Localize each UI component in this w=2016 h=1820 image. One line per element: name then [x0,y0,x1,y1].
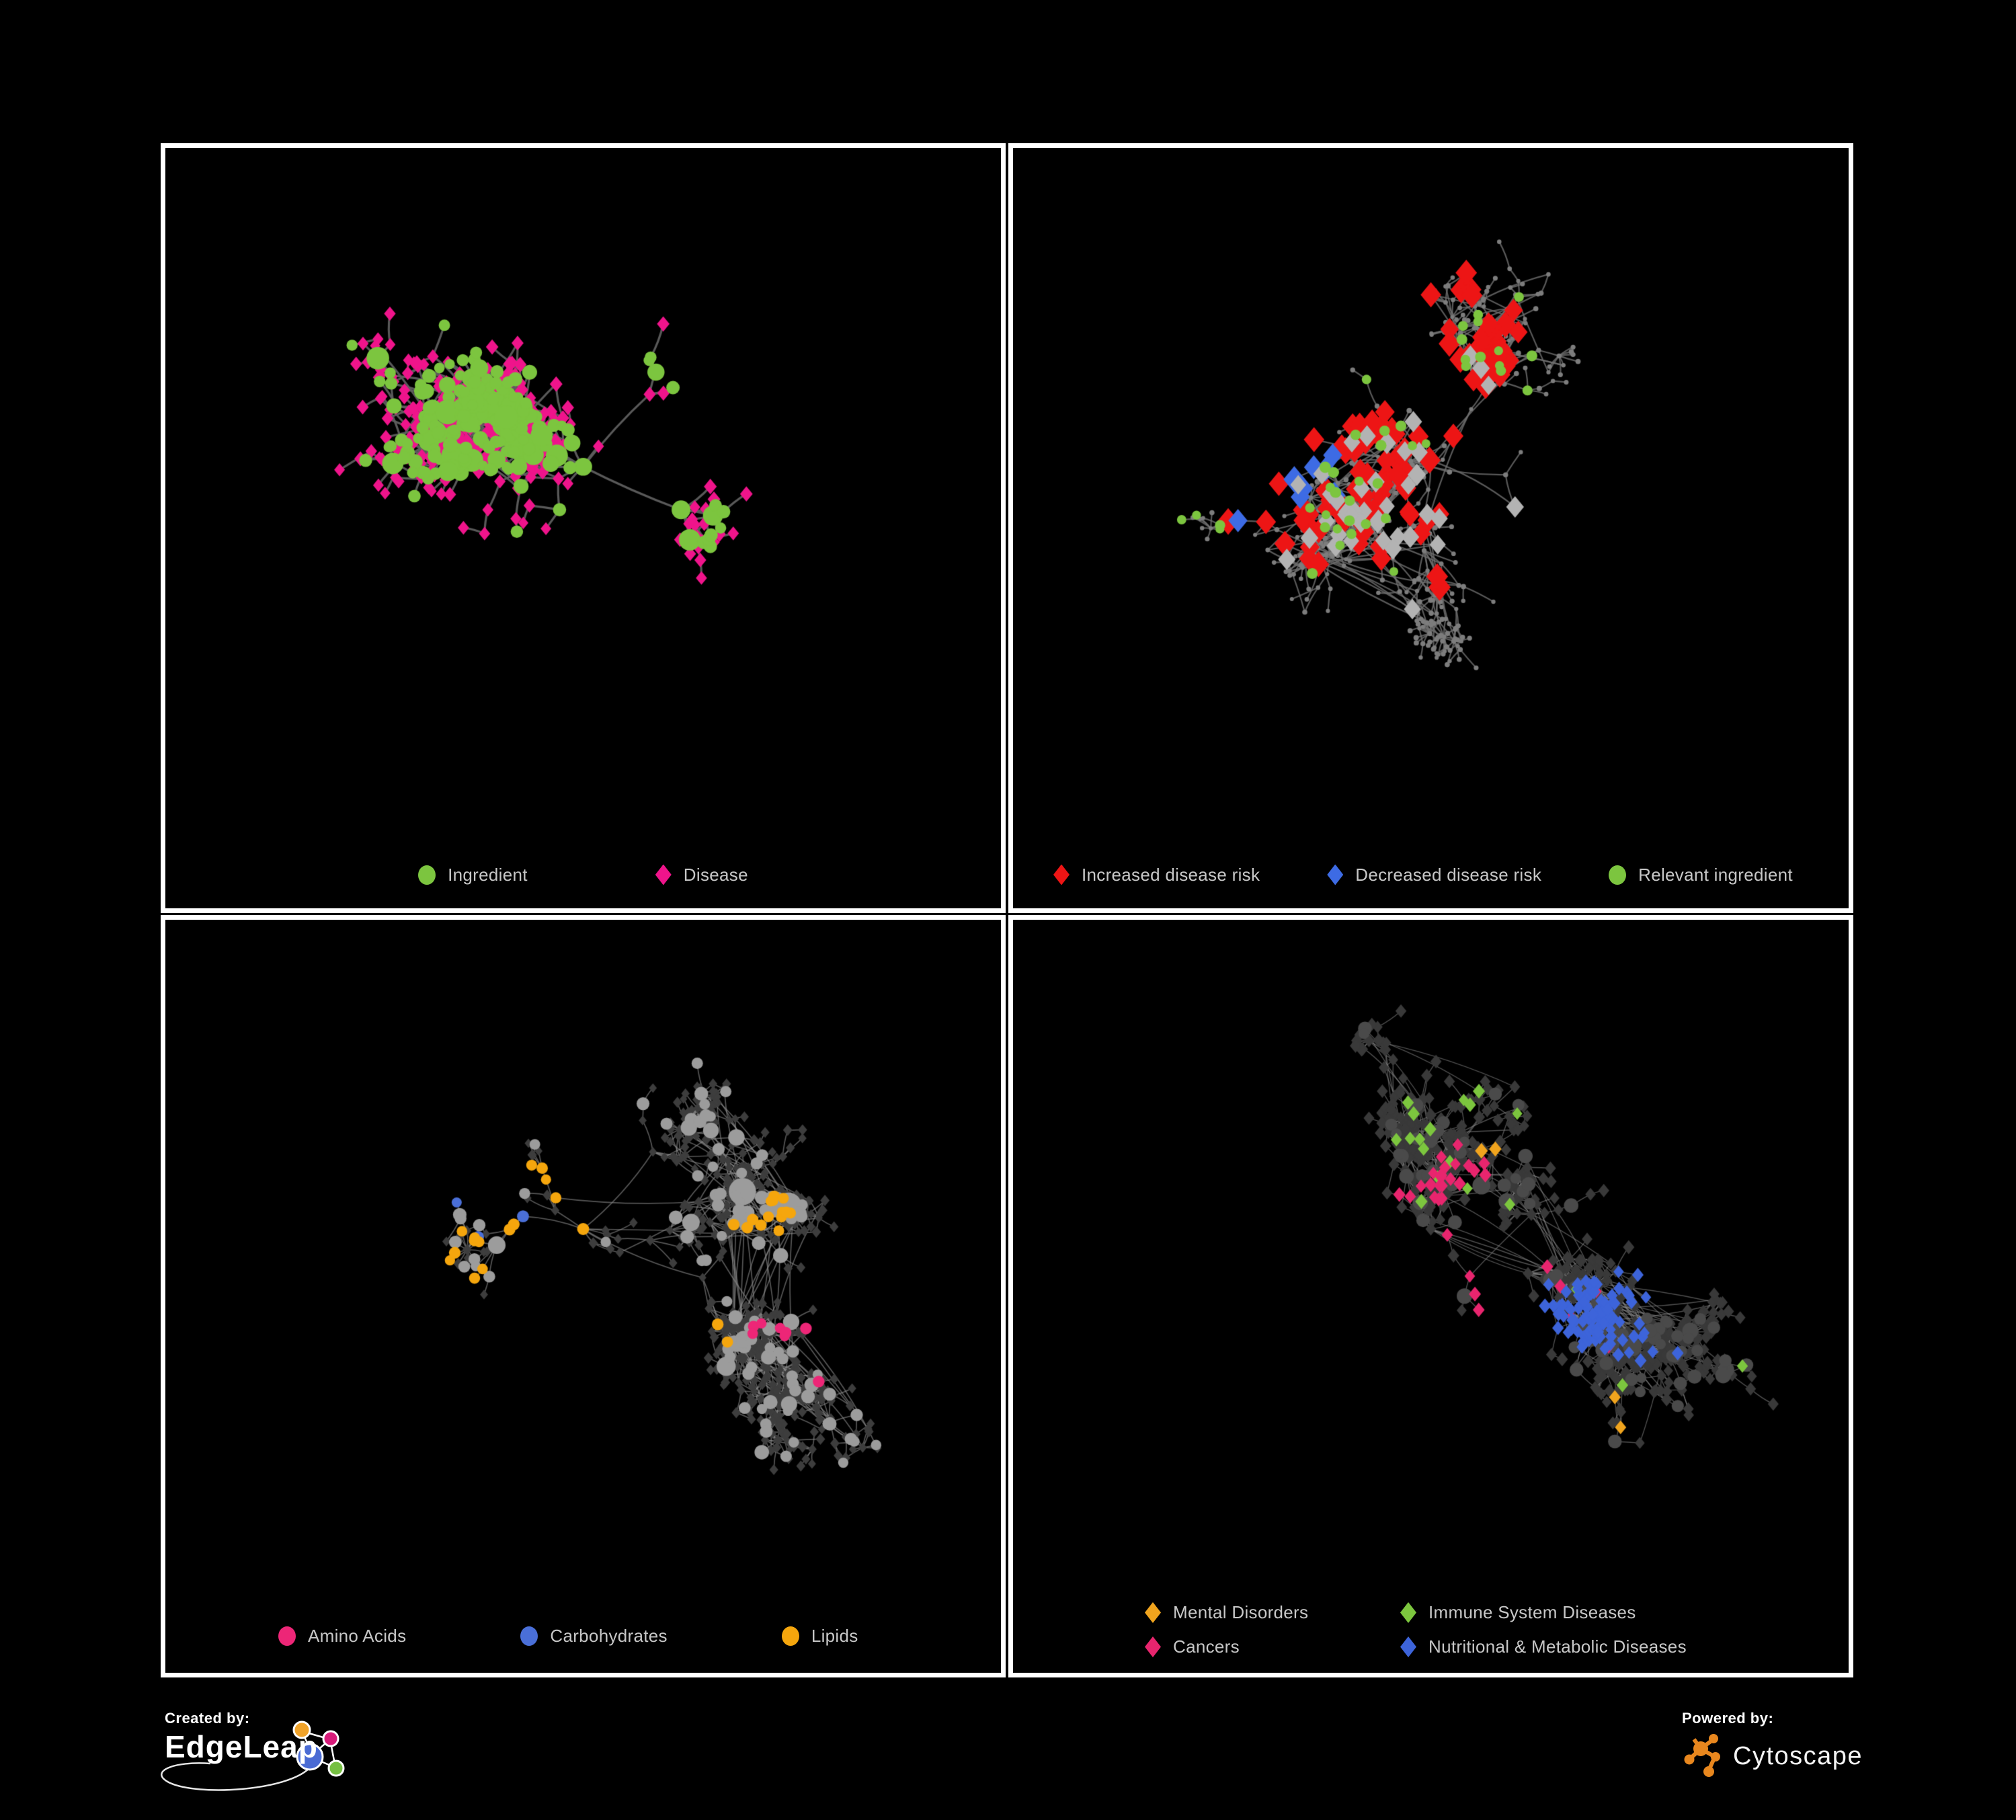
ingredient-disease-legend: Ingredient Disease [165,841,1001,908]
panel-disease-classes: Mental Disorders Immune System Diseases Ca… [1008,915,1853,1677]
legend-item: Amino Acids [278,1626,406,1647]
diamond-swatch [1400,1636,1416,1657]
legend-label: Carbohydrates [550,1625,668,1646]
created-by-label: Created by: [165,1710,250,1727]
legend-item: Nutritional & Metabolic Diseases [1400,1636,1849,1657]
disease-risk-legend: Increased disease risk Decreased disease … [1013,841,1849,908]
circle-swatch [520,1626,538,1646]
diamond-swatch [1145,1636,1161,1657]
legend-label: Amino Acids [308,1625,407,1646]
legend-label: Disease [683,864,748,885]
circle-swatch [418,865,436,885]
diamond-swatch [1327,864,1344,885]
legend-item: Mental Disorders [1145,1602,1400,1623]
circle-swatch [1609,865,1627,885]
panel-disease-risk: Increased disease risk Decreased disease … [1008,143,1853,913]
legend-item: Cancers [1145,1636,1400,1657]
legend-label: Increased disease risk [1082,864,1260,885]
powered-by-label: Powered by: [1682,1710,1774,1727]
legend-label: Lipids [811,1625,858,1646]
edgeleap-credit: Created by: EdgeLeap [161,1710,345,1791]
panel-nutrient-classes: Amino Acids Carbohydrates Lipids [161,915,1006,1677]
diamond-swatch [655,864,672,885]
diamond-swatch [1145,1602,1161,1623]
legend-label: Mental Disorders [1173,1602,1309,1622]
legend-label: Ingredient [448,864,528,885]
legend-label: Cancers [1173,1636,1240,1657]
edgeleap-logo-icon [161,1720,345,1791]
nutrient-class-network-canvas [165,920,1001,1592]
panel-ingredient-disease: Ingredient Disease [161,143,1006,913]
nutrient-class-legend: Amino Acids Carbohydrates Lipids [165,1599,1001,1673]
disease-class-legend: Mental Disorders Immune System Diseases Ca… [1013,1587,1849,1673]
figure-grid: Ingredient Disease Increased disease risk… [161,143,1853,1677]
diamond-swatch [1053,864,1070,885]
legend-item: Increased disease risk [1053,864,1260,885]
disease-class-network-canvas [1013,920,1849,1592]
legend-item: Relevant ingredient [1609,865,1793,885]
legend-item: Immune System Diseases [1400,1602,1849,1623]
legend-label: Relevant ingredient [1638,864,1793,885]
legend-label: Nutritional & Metabolic Diseases [1428,1636,1687,1657]
disease-risk-network-canvas [1013,148,1849,841]
legend-item: Ingredient [418,865,528,885]
cytoscape-credit: Powered by: Cytoscape [1682,1710,1863,1781]
legend-label: Immune System Diseases [1428,1602,1636,1622]
ingredient-disease-network-canvas [165,148,1001,841]
cytoscape-logo-icon [1684,1734,1720,1777]
legend-item: Disease [655,864,748,885]
circle-swatch [278,1626,296,1646]
legend-label: Decreased disease risk [1355,864,1542,885]
legend-item: Lipids [781,1625,858,1647]
legend-item: Decreased disease risk [1327,864,1542,885]
circle-swatch [781,1626,799,1646]
diamond-swatch [1400,1602,1416,1623]
cytoscape-wordmark: Cytoscape [1733,1741,1863,1770]
edgeleap-wordmark: EdgeLeap [165,1729,318,1764]
legend-item: Carbohydrates [520,1625,668,1647]
